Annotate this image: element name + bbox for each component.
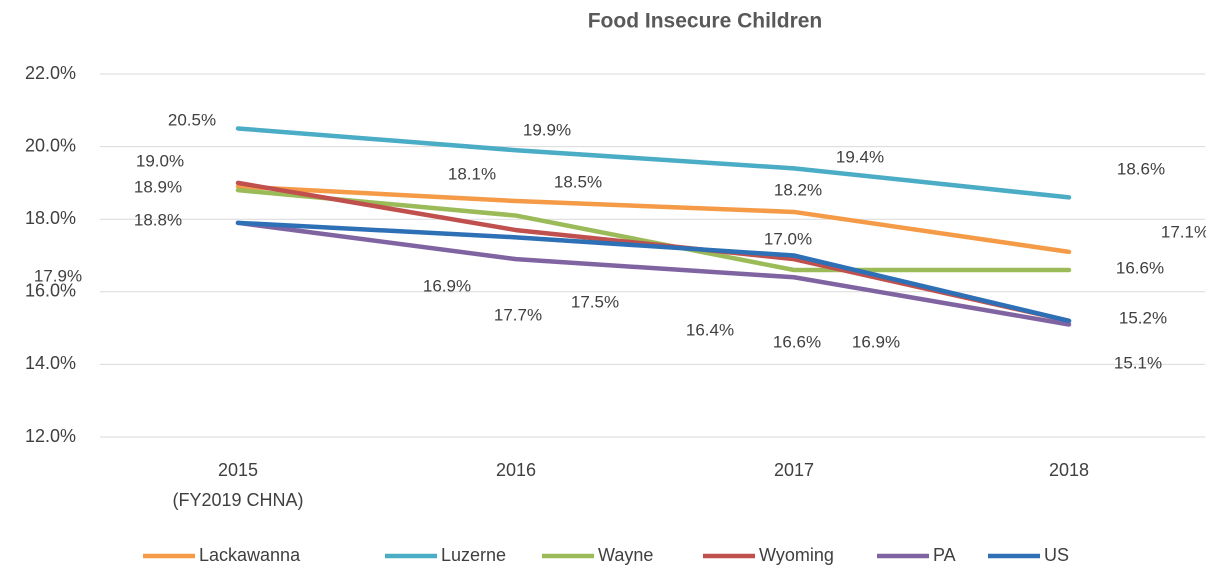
series-line — [235, 220, 1072, 327]
legend-label: Wayne — [598, 545, 653, 565]
data-label: 18.9% — [134, 177, 182, 196]
series-line — [235, 126, 1072, 200]
series-line — [235, 220, 1072, 324]
data-label: 16.6% — [1116, 258, 1164, 277]
data-label: 17.1% — [1161, 222, 1206, 241]
data-label: 17.7% — [494, 305, 542, 324]
data-label: 18.1% — [448, 164, 496, 183]
legend-label: Wyoming — [759, 545, 834, 565]
x-tick-label: 2015 (FY2019 CHNA) — [172, 460, 304, 510]
x-tick-label: 2016 — [495, 460, 537, 480]
y-tick-label: 14.0% — [25, 353, 76, 373]
y-tick-label: 18.0% — [25, 208, 76, 228]
legend-label: US — [1044, 545, 1069, 565]
data-label: 18.6% — [1117, 159, 1165, 178]
data-label: 15.2% — [1119, 308, 1167, 327]
data-label: 17.5% — [571, 292, 619, 311]
data-label: 20.5% — [168, 110, 216, 129]
data-label: 18.5% — [554, 172, 602, 191]
legend-label: Lackawanna — [199, 545, 301, 565]
data-label: 17.9% — [34, 266, 82, 285]
series-line — [235, 180, 1072, 324]
y-tick-label: 22.0% — [25, 63, 76, 83]
data-label: 19.9% — [523, 120, 571, 139]
data-label: 17.0% — [764, 229, 812, 248]
data-label: 16.6% — [773, 332, 821, 351]
legend-label: Luzerne — [441, 545, 506, 565]
x-tick-label: 2017 — [773, 460, 815, 480]
series-line — [235, 184, 1072, 255]
data-label: 18.2% — [774, 180, 822, 199]
data-label: 16.9% — [852, 332, 900, 351]
data-label: 15.1% — [1114, 353, 1162, 372]
y-tick-label: 12.0% — [25, 426, 76, 446]
chart-title: Food Insecure Children — [588, 10, 823, 33]
data-label: 19.4% — [836, 147, 884, 166]
data-label: 16.9% — [423, 276, 471, 295]
data-label: 19.0% — [136, 151, 184, 170]
data-label: 18.8% — [134, 210, 182, 229]
legend-label: PA — [933, 545, 956, 565]
x-tick-label: 2018 — [1048, 460, 1090, 480]
data-label: 16.4% — [686, 320, 734, 339]
y-tick-label: 16.0% — [25, 281, 76, 301]
y-tick-label: 20.0% — [25, 135, 76, 155]
